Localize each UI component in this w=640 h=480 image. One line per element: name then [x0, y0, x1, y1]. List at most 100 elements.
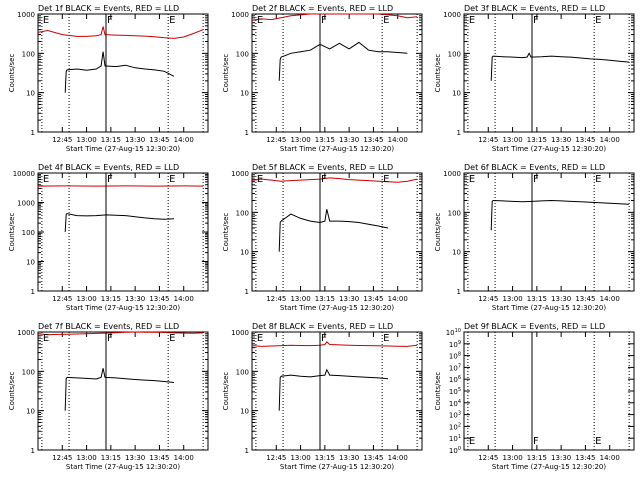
y-axis-label: Counts/sec — [434, 54, 442, 93]
x-axis-label: Start Time (27-Aug-15 12:30:20) — [280, 304, 394, 312]
y-tick-label: 10 — [26, 90, 35, 98]
y-tick-label: 100 — [236, 209, 249, 217]
x-axis-label: Start Time (27-Aug-15 12:30:20) — [492, 463, 606, 471]
x-tick-label: 13:45 — [575, 454, 595, 462]
series-line-lld — [37, 331, 204, 336]
x-tick-label: 13:15 — [527, 454, 547, 462]
event-marker-label: F — [107, 15, 113, 26]
plot-frame — [463, 172, 635, 292]
event-marker-label: E — [383, 15, 389, 26]
event-marker-label: F — [533, 15, 539, 26]
x-tick-label: 14:00 — [174, 454, 194, 462]
chart-panel-9: Det 9f BLACK = Events, RED = LLD 100 101 10… — [434, 322, 635, 471]
y-tick-label: 101 — [449, 434, 461, 443]
x-tick-label: 12:45 — [266, 454, 286, 462]
chart-panel-2: Det 2f BLACK = Events, RED = LLD 1 10 100 10… — [222, 4, 423, 153]
y-tick-label: 100 — [236, 50, 249, 58]
chart-title: Det 7f BLACK = Events, RED = LLD — [38, 322, 179, 331]
y-tick-label: 1000 — [443, 11, 461, 19]
x-tick-label: 12:45 — [52, 295, 72, 303]
chart-panel-3: Det 3f BLACK = Events, RED = LLD 1 10 100 10… — [434, 4, 635, 153]
series-line-events — [64, 368, 175, 411]
x-tick-label: 13:45 — [363, 295, 383, 303]
x-tick-label: 13:45 — [575, 136, 595, 144]
x-tick-label: 13:00 — [502, 454, 522, 462]
x-tick-label: 13:30 — [551, 295, 571, 303]
x-tick-label: 12:45 — [52, 454, 72, 462]
plot-frame — [251, 331, 423, 451]
y-axis-label: Counts/sec — [222, 213, 230, 252]
y-tick-label: 10 — [240, 90, 249, 98]
event-marker-label: F — [533, 174, 539, 185]
y-tick-label: 100 — [22, 368, 35, 376]
x-tick-label: 12:45 — [478, 136, 498, 144]
series-line-events — [278, 368, 389, 411]
event-marker-label: E — [43, 333, 49, 344]
x-tick-label: 13:45 — [149, 295, 169, 303]
chart-panel-1: Det 1f BLACK = Events, RED = LLD 1 10 100 10… — [8, 4, 209, 153]
y-tick-label: 100 — [22, 229, 35, 237]
y-tick-label: 10 — [240, 249, 249, 257]
y-tick-label: 103 — [449, 411, 461, 420]
x-tick-label: 13:30 — [339, 295, 359, 303]
x-tick-label: 13:00 — [290, 454, 310, 462]
x-tick-label: 13:45 — [363, 136, 383, 144]
event-marker-label: F — [321, 15, 327, 26]
x-tick-label: 12:45 — [266, 136, 286, 144]
y-axis-label: Counts/sec — [8, 54, 16, 93]
y-tick-label: 109 — [449, 340, 461, 349]
y-tick-label: 1 — [245, 129, 249, 137]
event-marker-label: E — [257, 15, 263, 26]
x-tick-label: 13:30 — [339, 454, 359, 462]
y-tick-label: 10 — [26, 259, 35, 267]
y-axis-label: Counts/sec — [222, 54, 230, 93]
x-tick-label: 12:45 — [52, 136, 72, 144]
chart-panel-7: Det 7f BLACK = Events, RED = LLD 1 10 100 10… — [8, 322, 209, 471]
y-tick-label: 100 — [448, 209, 461, 217]
x-axis-label: Start Time (27-Aug-15 12:30:20) — [492, 304, 606, 312]
plot-frame — [37, 13, 209, 133]
y-tick-label: 100 — [22, 50, 35, 58]
x-tick-label: 13:30 — [125, 295, 145, 303]
x-tick-label: 13:00 — [290, 295, 310, 303]
x-tick-label: 14:00 — [174, 136, 194, 144]
y-tick-label: 10 — [26, 408, 35, 416]
y-tick-label: 1000 — [17, 200, 35, 208]
x-tick-label: 13:15 — [101, 454, 121, 462]
y-tick-label: 1000 — [231, 170, 249, 178]
y-tick-label: 1 — [31, 129, 35, 137]
x-axis-label: Start Time (27-Aug-15 12:30:20) — [280, 145, 394, 153]
y-tick-label: 10 — [452, 90, 461, 98]
event-marker-label: F — [107, 333, 113, 344]
x-axis-label: Start Time (27-Aug-15 12:30:20) — [280, 463, 394, 471]
x-tick-label: 13:00 — [76, 136, 96, 144]
x-tick-label: 13:00 — [502, 136, 522, 144]
event-marker-label: E — [595, 174, 601, 185]
chart-panel-4: Det 4f BLACK = Events, RED = LLD 1 10 100 10… — [8, 163, 209, 312]
x-tick-label: 13:30 — [551, 136, 571, 144]
series-line-events — [64, 213, 175, 233]
chart-title: Det 2f BLACK = Events, RED = LLD — [252, 4, 393, 13]
y-tick-label: 1000 — [443, 170, 461, 178]
y-tick-label: 10 — [240, 408, 249, 416]
chart-title: Det 1f BLACK = Events, RED = LLD — [38, 4, 179, 13]
x-tick-label: 14:00 — [388, 454, 408, 462]
x-tick-label: 14:00 — [388, 295, 408, 303]
y-tick-label: 1000 — [231, 11, 249, 19]
plot-frame — [251, 13, 423, 133]
y-tick-label: 1 — [245, 288, 249, 296]
y-tick-label: 1 — [31, 447, 35, 455]
x-tick-label: 13:00 — [290, 136, 310, 144]
x-tick-label: 13:15 — [315, 454, 335, 462]
x-tick-label: 13:30 — [339, 136, 359, 144]
x-tick-label: 12:45 — [478, 295, 498, 303]
y-axis-label: Counts/sec — [8, 213, 16, 252]
event-marker-label: E — [169, 15, 175, 26]
y-tick-label: 1000 — [17, 329, 35, 337]
x-tick-label: 13:00 — [76, 295, 96, 303]
y-tick-label: 1010 — [446, 328, 461, 337]
y-tick-label: 104 — [449, 399, 461, 408]
x-tick-label: 12:45 — [266, 295, 286, 303]
y-tick-label: 1 — [457, 129, 461, 137]
